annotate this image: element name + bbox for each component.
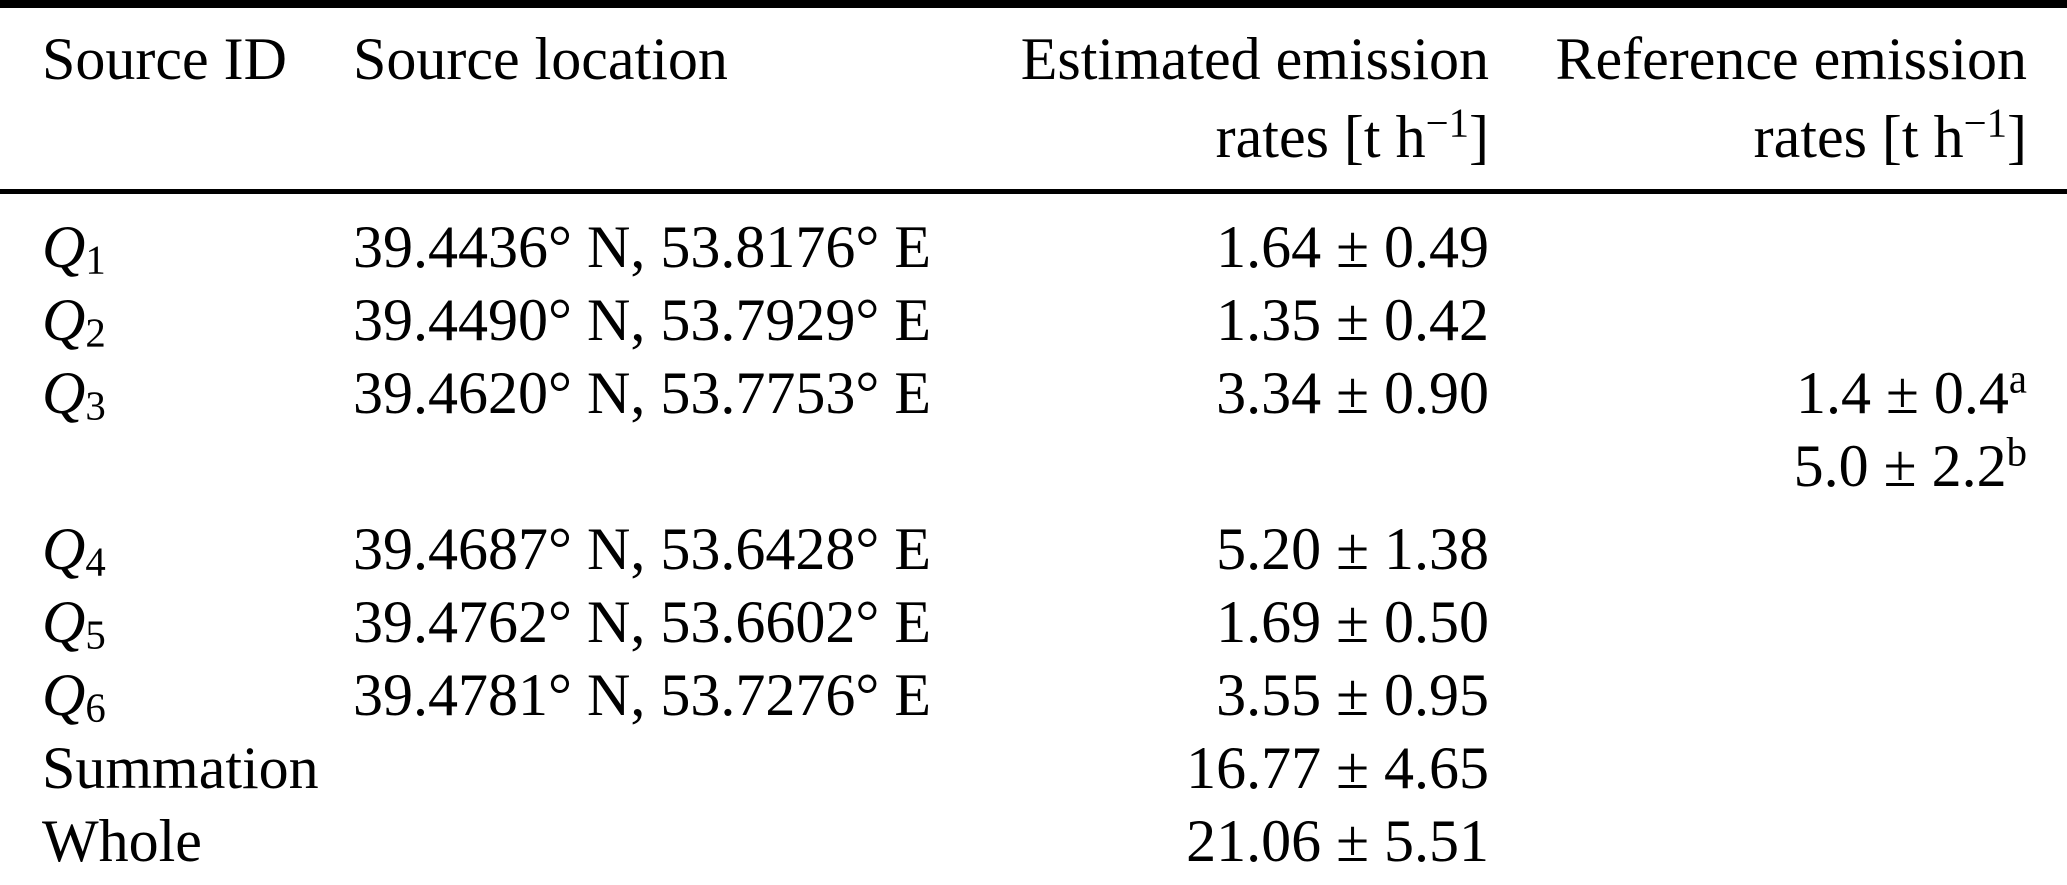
- table-row: Q6 39.4781° N, 53.7276° E 3.55 ± 0.95: [0, 659, 2067, 732]
- header-estimated-rates: Estimated emission rates [t h−1]: [1000, 4, 1490, 194]
- table-row: Whole 21.06 ± 5.51: [0, 805, 2067, 885]
- table-row: 5.0 ± 2.2b: [0, 430, 2067, 503]
- source-id-cell: Q2: [42, 287, 106, 356]
- subscript: 2: [85, 310, 106, 356]
- estimated-rate-cell: [1000, 430, 1490, 503]
- estimated-rate-cell: 1.64 ± 0.49: [1216, 214, 1489, 280]
- location-cell: 39.4436° N, 53.8176° E: [353, 214, 931, 280]
- source-id-cell: Q5: [42, 589, 106, 658]
- subscript: 6: [85, 685, 106, 731]
- source-id-cell: [0, 430, 352, 503]
- exponent: −1: [1425, 100, 1470, 146]
- location-cell: [352, 805, 1000, 885]
- header-source-id: Source ID: [0, 4, 352, 194]
- table-header: Source ID Source location Estimated emis…: [0, 4, 2067, 194]
- location-cell: 39.4781° N, 53.7276° E: [353, 662, 931, 728]
- header-row: Source ID Source location Estimated emis…: [0, 4, 2067, 194]
- estimated-rate-cell: 1.69 ± 0.50: [1216, 589, 1489, 655]
- estimated-rate-cell: 3.55 ± 0.95: [1216, 662, 1489, 728]
- footnote-marker: a: [2008, 356, 2027, 402]
- table-body: Q1 39.4436° N, 53.8176° E 1.64 ± 0.49 Q2…: [0, 192, 2067, 885]
- reference-rate-cell: [1490, 586, 2067, 659]
- reference-rate-cell: [1490, 503, 2067, 586]
- source-id-cell: Q4: [42, 516, 106, 585]
- reference-rate-cell: 5.0 ± 2.2b: [1793, 429, 2027, 499]
- source-id-cell: Q1: [42, 214, 106, 283]
- reference-rate-cell: [1490, 192, 2067, 285]
- header-reference-rates: Reference emission rates [t h−1]: [1490, 4, 2067, 194]
- table-row: Q3 39.4620° N, 53.7753° E 3.34 ± 0.90 1.…: [0, 357, 2067, 430]
- location-cell: [352, 732, 1000, 805]
- estimated-rate-cell: 5.20 ± 1.38: [1216, 516, 1489, 582]
- location-cell: [352, 430, 1000, 503]
- table-row: Q4 39.4687° N, 53.6428° E 5.20 ± 1.38: [0, 503, 2067, 586]
- estimated-rate-cell: 16.77 ± 4.65: [1186, 735, 1489, 801]
- header-source-location: Source location: [352, 4, 1000, 194]
- source-id-cell: Q3: [42, 360, 106, 429]
- reference-rate-cell: [1490, 732, 2067, 805]
- header-reference-line1: Reference emission: [1555, 26, 2027, 92]
- estimated-rate-cell: 3.34 ± 0.90: [1216, 360, 1489, 426]
- footnote-marker: b: [2006, 429, 2027, 475]
- reference-rate-cell: 1.4 ± 0.4a: [1795, 356, 2027, 426]
- location-cell: 39.4762° N, 53.6602° E: [353, 589, 931, 655]
- subscript: 3: [85, 383, 106, 429]
- location-cell: 39.4620° N, 53.7753° E: [353, 360, 931, 426]
- subscript: 5: [85, 612, 106, 658]
- subscript: 1: [85, 237, 106, 283]
- table-row: Q5 39.4762° N, 53.6602° E 1.69 ± 0.50: [0, 586, 2067, 659]
- location-cell: 39.4687° N, 53.6428° E: [353, 516, 931, 582]
- reference-rate-cell: [1490, 659, 2067, 732]
- source-id-cell: Summation: [42, 735, 319, 801]
- reference-rate-cell: [1490, 284, 2067, 357]
- estimated-rate-cell: 1.35 ± 0.42: [1216, 287, 1489, 353]
- subscript: 4: [85, 539, 106, 585]
- location-cell: 39.4490° N, 53.7929° E: [353, 287, 931, 353]
- table-row: Summation 16.77 ± 4.65: [0, 732, 2067, 805]
- header-source-id-label: Source ID: [42, 26, 287, 92]
- source-id-cell: Whole: [42, 808, 202, 874]
- estimated-rate-cell: 21.06 ± 5.51: [1186, 808, 1489, 874]
- table-row: Q1 39.4436° N, 53.8176° E 1.64 ± 0.49: [0, 192, 2067, 285]
- reference-rate-cell: [1490, 805, 2067, 885]
- header-source-location-label: Source location: [353, 26, 728, 92]
- header-estimated-line1: Estimated emission: [1020, 26, 1489, 92]
- table-row: Q2 39.4490° N, 53.7929° E 1.35 ± 0.42: [0, 284, 2067, 357]
- exponent: −1: [1963, 100, 2008, 146]
- header-estimated-units: rates [t h−1]: [1215, 100, 1489, 170]
- source-id-cell: Q6: [42, 662, 106, 731]
- header-reference-units: rates [t h−1]: [1753, 100, 2027, 170]
